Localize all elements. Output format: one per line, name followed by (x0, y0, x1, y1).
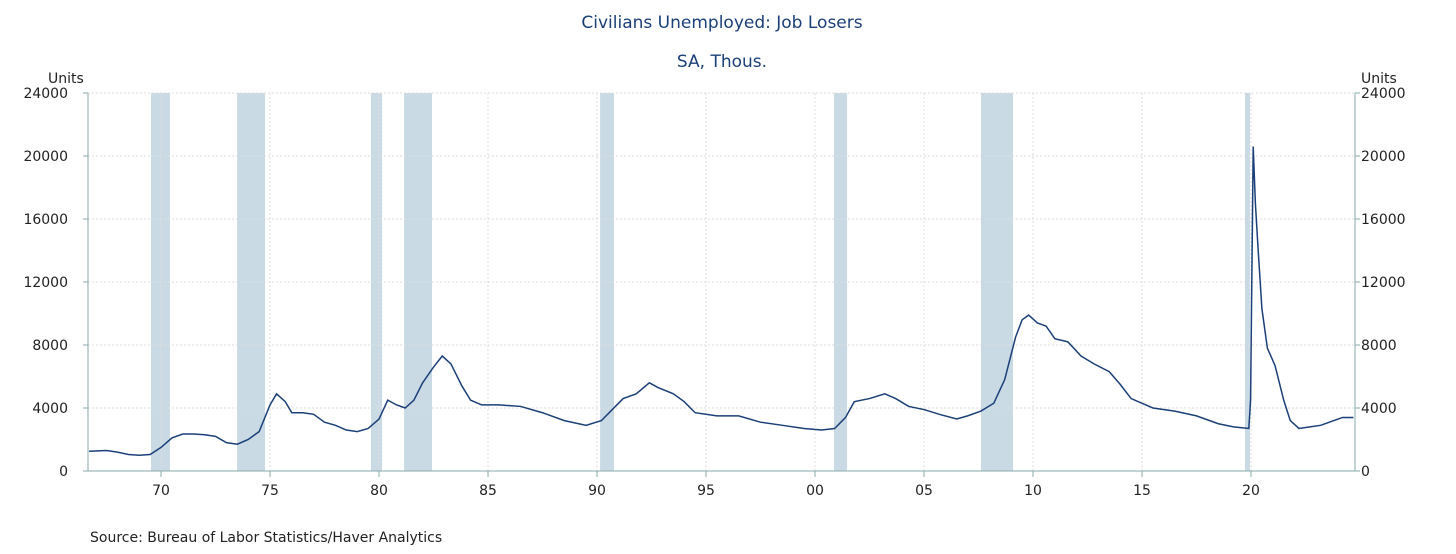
x-tick-label: 00 (806, 483, 824, 499)
y-tick-label: 8000 (32, 338, 68, 354)
x-tick-label: 10 (1024, 483, 1042, 499)
y-tick-label: 12000 (23, 275, 68, 291)
y2-tick-label: 12000 (1361, 275, 1406, 291)
y2-tick-label: 16000 (1361, 212, 1406, 228)
y2-tick-label: 0 (1361, 464, 1370, 480)
chart-title: Civilians Unemployed: Job Losers (581, 13, 862, 33)
y-tick-label: 24000 (23, 86, 68, 102)
recession-band (1244, 93, 1250, 471)
x-tick-label: 80 (370, 483, 388, 499)
recession-band (600, 93, 615, 471)
x-tick-label: 15 (1133, 483, 1151, 499)
x-tick-label: 75 (261, 483, 279, 499)
y-axis-label: Units (48, 71, 84, 87)
y2-axis-label: Units (1361, 71, 1397, 87)
y2-tick-label: 20000 (1361, 149, 1406, 165)
x-tick-label: 20 (1242, 483, 1260, 499)
y-tick-label: 0 (59, 464, 68, 480)
y2-tick-label: 24000 (1361, 86, 1406, 102)
x-tick-label: 70 (152, 483, 170, 499)
y-tick-label: 4000 (32, 401, 68, 417)
y2-tick-label: 8000 (1361, 338, 1397, 354)
y-tick-label: 20000 (23, 149, 68, 165)
x-tick-label: 90 (588, 483, 606, 499)
x-tick-label: 05 (915, 483, 933, 499)
source-note: Source: Bureau of Labor Statistics/Haver… (90, 530, 442, 546)
x-tick-label: 85 (479, 483, 497, 499)
x-tick-label: 95 (697, 483, 715, 499)
y-tick-label: 16000 (23, 212, 68, 228)
data-line (89, 146, 1354, 457)
y2-tick-label: 4000 (1361, 401, 1397, 417)
chart-subtitle: SA, Thous. (677, 52, 767, 72)
